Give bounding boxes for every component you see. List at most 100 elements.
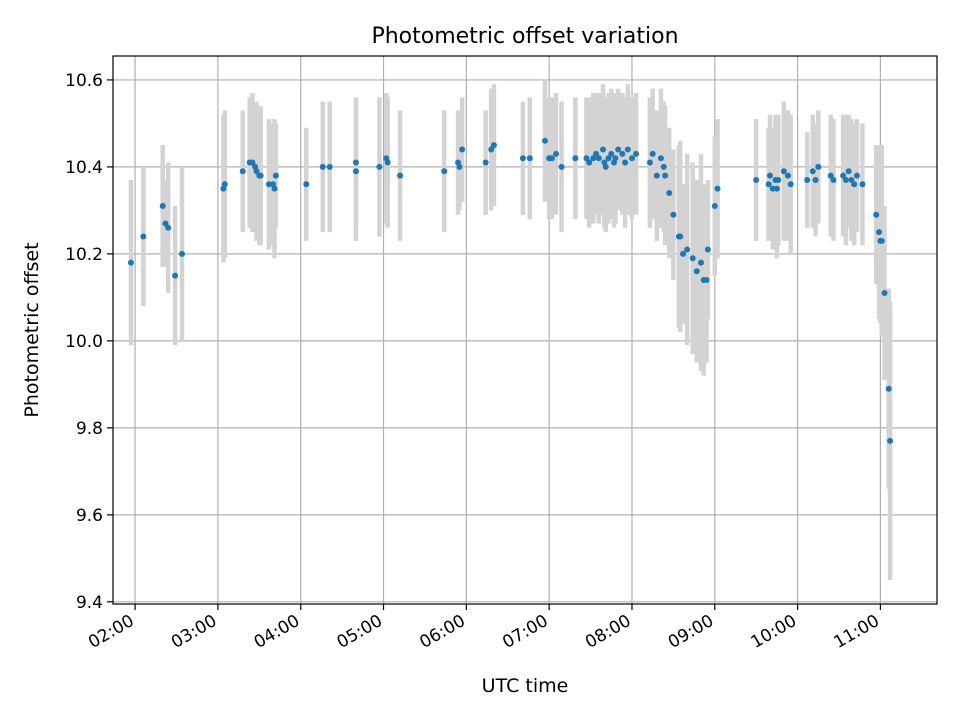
- data-point: [622, 159, 629, 166]
- data-point: [172, 272, 179, 279]
- data-point: [179, 250, 186, 257]
- chart-title: Photometric offset variation: [371, 24, 678, 49]
- data-point: [680, 250, 687, 257]
- data-point: [159, 203, 166, 210]
- x-axis-ticks: 02:00 03:00 04:00 05:00 06:00 07:00 08:00 09:00…: [85, 604, 883, 653]
- data-point: [249, 159, 256, 166]
- data-point: [769, 185, 776, 192]
- data-point: [878, 237, 885, 244]
- data-point: [490, 142, 497, 149]
- data-point: [619, 150, 626, 157]
- data-point: [703, 276, 710, 283]
- data-point: [662, 172, 669, 179]
- data-point: [649, 150, 656, 157]
- data-point: [787, 181, 794, 188]
- y-axis-ticks: 9.4 9.6 9.8 10.0 10.2 10.4 10.6: [65, 71, 113, 613]
- data-point: [711, 203, 718, 210]
- data-point: [397, 172, 404, 179]
- data-point: [646, 159, 653, 166]
- y-tick-label: 9.4: [76, 593, 103, 613]
- data-point: [590, 155, 597, 162]
- data-point: [809, 168, 816, 175]
- data-point: [221, 181, 228, 188]
- x-tick-label: 09:00: [665, 611, 717, 653]
- data-point: [660, 163, 667, 170]
- data-points: [127, 137, 894, 444]
- x-tick-label: 07:00: [499, 611, 551, 653]
- data-point: [765, 181, 772, 188]
- data-point: [677, 233, 684, 240]
- data-point: [881, 290, 888, 297]
- x-tick-label: 10:00: [748, 611, 800, 653]
- plot-frame: [112, 55, 938, 605]
- data-point: [704, 246, 711, 253]
- data-point: [653, 172, 660, 179]
- data-point: [326, 163, 333, 170]
- y-tick-label: 10.6: [65, 71, 103, 91]
- data-point: [693, 268, 700, 275]
- y-tick-label: 9.6: [76, 506, 103, 526]
- data-point: [684, 246, 691, 253]
- data-point: [303, 181, 310, 188]
- x-tick-label: 06:00: [416, 611, 468, 653]
- data-point: [689, 255, 696, 262]
- data-point: [714, 185, 721, 192]
- x-tick-label: 04:00: [251, 611, 303, 653]
- data-point: [853, 172, 860, 179]
- x-tick-label: 05:00: [334, 611, 386, 653]
- data-point: [271, 185, 278, 192]
- data-point: [272, 172, 279, 179]
- data-point: [766, 172, 773, 179]
- data-point: [140, 233, 147, 240]
- data-point: [885, 385, 892, 392]
- data-point: [595, 155, 602, 162]
- data-point: [482, 159, 489, 166]
- data-point: [804, 176, 811, 183]
- data-point: [352, 168, 359, 175]
- data-point: [859, 181, 866, 188]
- data-point: [851, 181, 858, 188]
- data-point: [840, 172, 847, 179]
- data-point: [887, 437, 894, 444]
- x-tick-label: 03:00: [168, 611, 220, 653]
- data-point: [441, 168, 448, 175]
- y-tick-label: 10.2: [65, 245, 103, 265]
- data-point: [775, 176, 782, 183]
- data-point: [815, 163, 822, 170]
- data-point: [459, 146, 466, 153]
- data-point: [830, 176, 837, 183]
- data-point: [670, 211, 677, 218]
- data-point: [548, 155, 555, 162]
- data-point: [488, 146, 495, 153]
- data-point: [352, 159, 359, 166]
- data-point: [628, 155, 635, 162]
- data-point: [605, 155, 612, 162]
- data-point: [615, 146, 622, 153]
- data-point: [526, 155, 533, 162]
- data-point: [572, 155, 579, 162]
- x-axis-label: UTC time: [482, 675, 569, 697]
- data-point: [542, 137, 549, 144]
- data-point: [827, 172, 834, 179]
- data-point: [593, 150, 600, 157]
- data-point: [666, 190, 673, 196]
- data-point: [876, 229, 883, 236]
- data-point: [773, 185, 780, 192]
- data-point: [624, 146, 631, 153]
- data-point: [812, 176, 819, 183]
- y-tick-label: 10.4: [65, 158, 103, 178]
- data-point: [384, 159, 391, 166]
- data-point: [376, 163, 383, 170]
- y-tick-label: 9.8: [76, 419, 103, 439]
- x-tick-label: 11:00: [830, 611, 882, 653]
- data-point: [265, 181, 272, 188]
- data-point: [842, 176, 849, 183]
- data-point: [553, 150, 560, 157]
- data-point: [845, 168, 852, 175]
- data-point: [602, 163, 609, 170]
- data-point: [319, 163, 326, 170]
- data-point: [633, 150, 640, 157]
- data-point: [608, 150, 615, 157]
